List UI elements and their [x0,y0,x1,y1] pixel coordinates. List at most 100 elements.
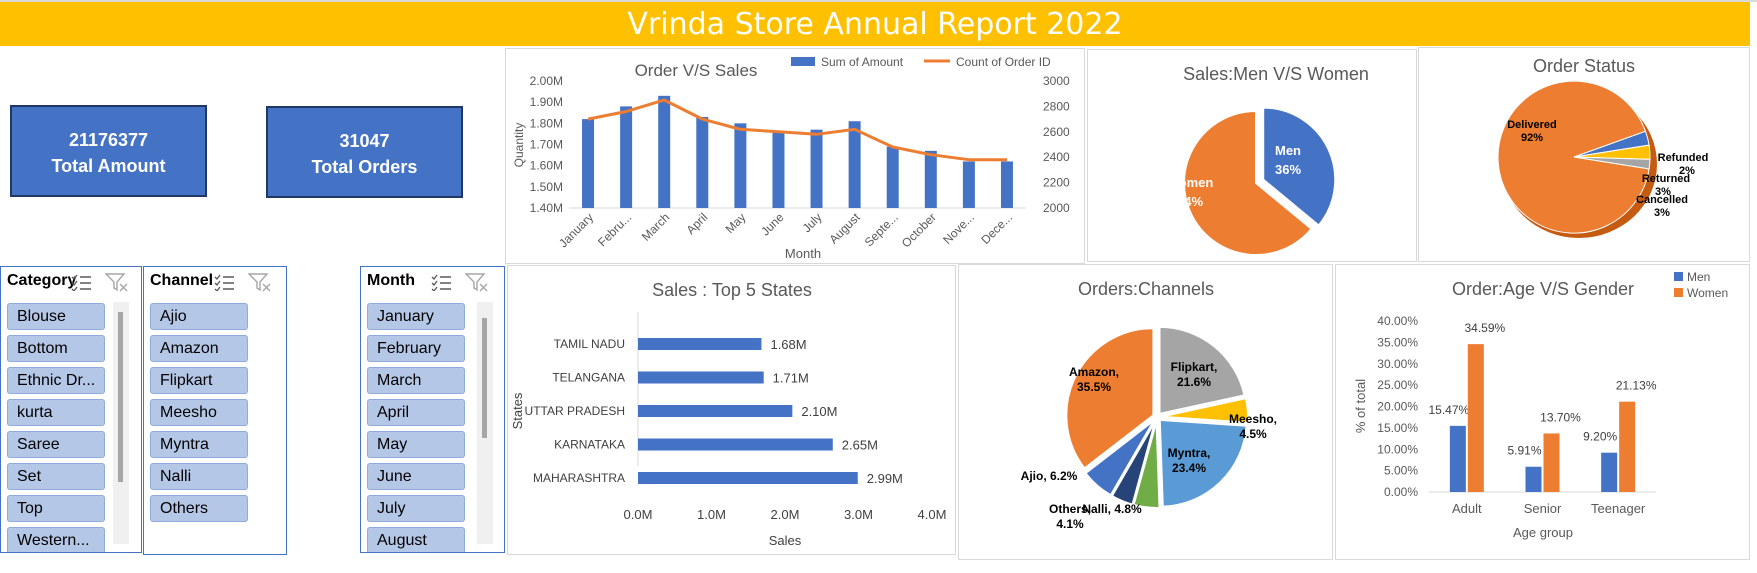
data-label: 2.65M [842,438,878,453]
clear-filter-icon[interactable] [248,272,272,292]
category-slicer-scroll-thumb[interactable] [118,312,123,482]
y2-tick-label: 2800 [1043,99,1070,113]
bar-men [1601,452,1618,492]
slicer-item-month[interactable]: June [367,463,465,490]
bar-sum-of-amount [696,116,709,208]
sales-gender-chart: Sales:Men V/S Women Men 36% Women 64% [1167,64,1369,256]
chart-title: Sales : Top 5 States [652,280,812,300]
slicer-item-channel[interactable]: Others [150,495,248,522]
chart-title: Sales:Men V/S Women [1183,64,1369,84]
channel-slice [1158,325,1246,416]
y-tick-label: KARNATAKA [554,438,625,452]
x-tick-label: Nove... [940,210,977,247]
bar-sum-of-amount [620,106,633,208]
y-tick-label: 2.00M [530,74,563,88]
data-label: 21.13% [1616,379,1657,393]
bar-women [1467,344,1484,492]
slicer-item-category[interactable]: Ethnic Dr... [7,367,105,394]
slicer-item-month[interactable]: May [367,431,465,458]
slicer-item-channel[interactable]: Nalli [150,463,248,490]
report-title: Vrinda Store Annual Report 2022 [627,7,1123,42]
slicer-item-month[interactable]: February [367,335,465,362]
x-tick-label: Febru... [595,210,634,249]
x-tick-label: April [684,210,711,237]
bar-state-sales [638,405,793,417]
bar-sum-of-amount [810,129,823,208]
slicer-item-channel[interactable]: Amazon [150,335,248,362]
orders-channels-chart: Orders:Channels Amazon,35.5% Flipkart,21.6… [1021,279,1277,531]
y-tick-label: 5.00% [1384,464,1418,478]
slice-label-flipkart: Flipkart, [1171,360,1218,374]
bar-men [1449,425,1466,492]
x-tick-label: Senior [1524,501,1562,516]
x-tick-label: 1.0M [697,507,726,522]
x-tick-label: June [758,210,787,239]
y-tick-label: 1.70M [530,138,563,152]
slice-label-meesho: Meesho, [1229,412,1277,426]
multi-select-icon[interactable] [214,273,236,291]
y-tick-label: 1.60M [530,159,563,173]
top-states-chart: Sales : Top 5 States TAMIL NADU 1.68M TELAN… [510,280,946,548]
category-slicer[interactable]: Category Blouse Bottom Ethnic Dr... kurta Sar… [0,266,142,553]
slicer-item-channel[interactable]: Myntra [150,431,248,458]
y-tick-label: MAHARASHTRA [533,471,625,485]
month-slicer-scrollbar[interactable] [477,302,493,544]
y2-tick-label: 2400 [1043,150,1070,164]
clear-filter-icon[interactable] [105,272,129,292]
sales-gender-panel: Sales:Men V/S Women Men 36% Women 64% [1087,49,1417,262]
category-slicer-scrollbar[interactable] [113,302,129,544]
x-tick-label: January [556,210,596,250]
slice-label-myntra: Myntra, [1168,446,1211,460]
bar-sum-of-amount [582,119,595,208]
bar-state-sales [638,472,858,484]
status-slice [1573,156,1651,170]
slicer-item-category[interactable]: Western... [7,527,105,552]
bar-state-sales [638,438,833,451]
y-axis-title: % of total [1353,379,1368,433]
chart-title: Order Status [1533,56,1635,76]
x-tick-label: August [826,210,863,247]
slicer-item-channel[interactable]: Meesho [150,399,248,426]
legend-label: Count of Order ID [956,55,1051,69]
slicer-item-month[interactable]: January [367,303,465,330]
clear-filter-icon[interactable] [465,272,489,292]
y2-tick-label: 2000 [1043,201,1070,215]
slicer-item-channel[interactable]: Flipkart [150,367,248,394]
channel-slice [1158,418,1248,508]
slicer-item-category[interactable]: Top [7,495,105,522]
slicer-item-category[interactable]: Set [7,463,105,490]
age-gender-panel: Order:Age V/S Gender Men Women 40.00% 35.00%… [1335,264,1750,560]
multi-select-icon[interactable] [431,273,453,291]
slicer-item-category[interactable]: kurta [7,399,105,426]
bar-sum-of-amount [886,146,899,208]
legend-label: Women [1687,286,1728,300]
y-tick-label: 20.00% [1377,400,1418,414]
slice-percent-amazon: 35.5% [1077,380,1111,394]
x-tick-label: 2.0M [771,507,800,522]
slicer-item-month[interactable]: July [367,495,465,522]
channel-slice [1160,396,1250,424]
slicer-item-month[interactable]: April [367,399,465,426]
slicer-item-category[interactable]: Bottom [7,335,105,362]
month-slicer[interactable]: Month January February March April May June Jul… [360,266,505,553]
slice-percent-others: 4.1% [1056,517,1084,531]
y-axis-title: States [510,392,525,429]
age-gender-chart: Order:Age V/S Gender Men Women 40.00% 35.00%… [1353,270,1728,540]
slicer-item-month[interactable]: August [367,527,465,552]
slicer-item-channel[interactable]: Ajio [150,303,248,330]
y-tick-label: 1.40M [530,201,563,215]
slicer-item-month[interactable]: March [367,367,465,394]
bar-sum-of-amount [962,161,975,208]
slicer-item-category[interactable]: Blouse [7,303,105,330]
data-label: 13.70% [1540,410,1581,424]
multi-select-icon[interactable] [71,273,93,291]
y-tick-label: UTTAR PRADESH [525,404,625,418]
channel-slice [1065,327,1155,470]
channel-slicer[interactable]: Channel Ajio Amazon Flipkart Meesho Myntra Nal… [143,266,287,555]
slice-label-amazon: Amazon, [1069,365,1119,379]
slicer-item-category[interactable]: Saree [7,431,105,458]
bar-sum-of-amount [848,121,861,208]
y-tick-label: 35.00% [1377,335,1418,349]
month-slicer-scroll-thumb[interactable] [482,318,487,438]
x-tick-label: October [899,210,939,250]
